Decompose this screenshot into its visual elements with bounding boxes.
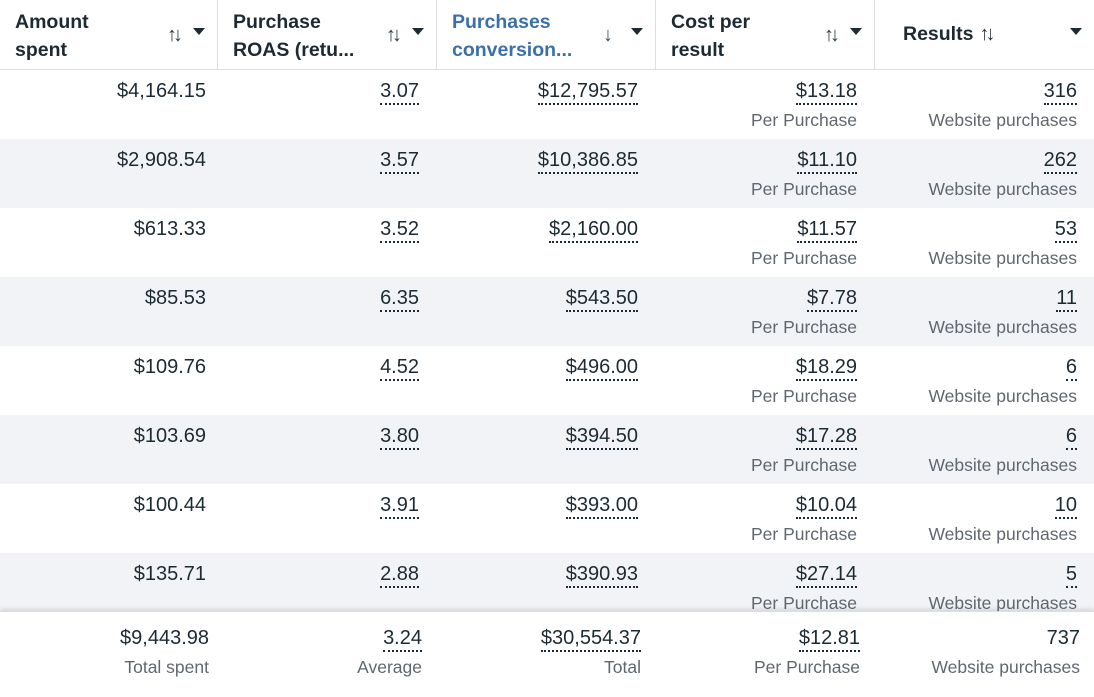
cell-amount-spent: $2,908.54: [117, 149, 206, 171]
cell-purchase-roas[interactable]: 3.80: [218, 415, 437, 484]
table-body: $4,164.15 3.07 $12,795.57 $13.18 Per Purchas…: [0, 70, 1094, 611]
sort-down-icon[interactable]: ↓: [603, 24, 613, 46]
caret-down-icon[interactable]: [193, 28, 205, 35]
table-row[interactable]: $4,164.15 3.07 $12,795.57 $13.18 Per Purchas…: [0, 70, 1094, 139]
cell-cost-per-result[interactable]: $11.57 Per Purchase: [750, 218, 857, 268]
sort-both-icon[interactable]: ↑↓: [979, 23, 995, 45]
cell-amount-spent: $109.76: [133, 356, 206, 378]
cell-purchase-roas[interactable]: 3.07: [218, 70, 437, 139]
summary-purchase-roas[interactable]: 3.24 Average: [357, 627, 422, 677]
cell-amount-spent: $4,164.15: [117, 80, 206, 102]
cell-amount-spent: $613.33: [133, 218, 206, 240]
summary-amount-spent: $9,443.98 Total spent: [120, 627, 209, 677]
cell-purchases-conversion[interactable]: $2,160.00: [437, 208, 656, 277]
cell-amount-spent: $103.69: [133, 425, 206, 447]
cell-purchases-conversion[interactable]: $496.00: [437, 346, 656, 415]
column-header-purchases-conversion[interactable]: Purchases conversion... ↓: [437, 0, 656, 69]
cell-results[interactable]: 5 Website purchases: [928, 563, 1077, 611]
table-row[interactable]: $135.71 2.88 $390.93 $27.14 Per Purchase 5 Web…: [0, 553, 1094, 611]
table-row[interactable]: $103.69 3.80 $394.50 $17.28 Per Purchase 6 Web…: [0, 415, 1094, 484]
cell-cost-per-result[interactable]: $13.18 Per Purchase: [750, 80, 857, 130]
table-row[interactable]: $109.76 4.52 $496.00 $18.29 Per Purchase 6 Web…: [0, 346, 1094, 415]
cell-amount-spent: $85.53: [144, 287, 206, 309]
caret-down-icon[interactable]: [412, 28, 424, 35]
cell-results[interactable]: 262 Website purchases: [928, 149, 1077, 199]
cell-results[interactable]: 10 Website purchases: [928, 494, 1077, 544]
cell-purchases-conversion[interactable]: $394.50: [437, 415, 656, 484]
cell-purchases-conversion[interactable]: $10,386.85: [437, 139, 656, 208]
table-header: Amount spent ↑↓ Purchase ROAS (retu... ↑↓ …: [0, 0, 1094, 70]
column-header-amount-spent[interactable]: Amount spent ↑↓: [0, 0, 218, 69]
cell-results[interactable]: 11 Website purchases: [928, 287, 1077, 337]
sort-both-icon[interactable]: ↑↓: [386, 24, 402, 46]
cell-purchase-roas[interactable]: 4.52: [218, 346, 437, 415]
cell-purchase-roas[interactable]: 3.52: [218, 208, 437, 277]
cell-amount-spent: $135.71: [133, 563, 206, 585]
caret-down-icon[interactable]: [850, 28, 862, 35]
summary-purchases-conversion[interactable]: $30,554.37 Total: [540, 627, 641, 677]
cell-purchase-roas[interactable]: 6.35: [218, 277, 437, 346]
sort-both-icon[interactable]: ↑↓: [824, 24, 840, 46]
caret-down-icon[interactable]: [631, 28, 643, 35]
table-row[interactable]: $613.33 3.52 $2,160.00 $11.57 Per Purchase 53…: [0, 208, 1094, 277]
cell-results[interactable]: 6 Website purchases: [928, 425, 1077, 475]
cell-results[interactable]: 53 Website purchases: [928, 218, 1077, 268]
summary-results: 737 Website purchases: [931, 627, 1080, 677]
cell-cost-per-result[interactable]: $11.10 Per Purchase: [750, 149, 857, 199]
cell-purchases-conversion[interactable]: $12,795.57: [437, 70, 656, 139]
sort-both-icon[interactable]: ↑↓: [167, 24, 183, 46]
cell-purchases-conversion[interactable]: $390.93: [437, 553, 656, 611]
table-row[interactable]: $2,908.54 3.57 $10,386.85 $11.10 Per Purchas…: [0, 139, 1094, 208]
cell-cost-per-result[interactable]: $18.29 Per Purchase: [750, 356, 857, 406]
table-summary-row: $9,443.98 Total spent 3.24 Average $30,5…: [0, 611, 1094, 697]
column-header-purchase-roas[interactable]: Purchase ROAS (retu... ↑↓: [218, 0, 437, 69]
cell-results[interactable]: 6 Website purchases: [928, 356, 1077, 406]
cell-purchase-roas[interactable]: 3.57: [218, 139, 437, 208]
cell-cost-per-result[interactable]: $10.04 Per Purchase: [750, 494, 857, 544]
cell-purchases-conversion[interactable]: $543.50: [437, 277, 656, 346]
cell-purchase-roas[interactable]: 2.88: [218, 553, 437, 611]
cell-purchase-roas[interactable]: 3.91: [218, 484, 437, 553]
cell-purchases-conversion[interactable]: $393.00: [437, 484, 656, 553]
column-header-results[interactable]: Results ↑↓: [875, 0, 1094, 69]
cell-cost-per-result[interactable]: $7.78 Per Purchase: [750, 287, 857, 337]
caret-down-icon[interactable]: [1070, 28, 1082, 35]
ads-results-table: Amount spent ↑↓ Purchase ROAS (retu... ↑↓ …: [0, 0, 1094, 70]
cell-cost-per-result[interactable]: $27.14 Per Purchase: [750, 563, 857, 611]
column-header-cost-per-result[interactable]: Cost per result ↑↓: [656, 0, 875, 69]
cell-cost-per-result[interactable]: $17.28 Per Purchase: [750, 425, 857, 475]
summary-cost-per-result[interactable]: $12.81 Per Purchase: [753, 627, 860, 677]
cell-amount-spent: $100.44: [133, 494, 206, 516]
cell-results[interactable]: 316 Website purchases: [928, 80, 1077, 130]
table-row[interactable]: $85.53 6.35 $543.50 $7.78 Per Purchase 11 Webs…: [0, 277, 1094, 346]
table-row[interactable]: $100.44 3.91 $393.00 $10.04 Per Purchase 10 We…: [0, 484, 1094, 553]
